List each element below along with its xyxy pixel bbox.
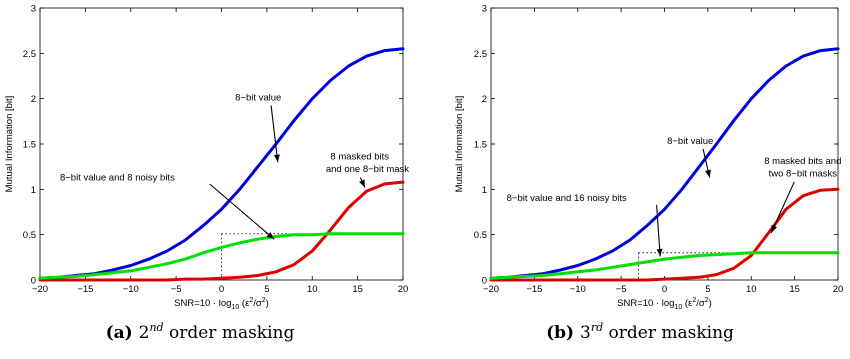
subfigure-caption: (b) 3rd order masking: [546, 321, 734, 343]
y-tick-label: 2.5: [23, 49, 36, 60]
annotation-arrow: [656, 205, 661, 257]
x-tick-label: 20: [833, 284, 844, 295]
x-tick-label: −15: [77, 284, 93, 295]
annotation-arrow: [770, 181, 795, 234]
x-tick-label: 15: [789, 284, 800, 295]
x-tick-label: 20: [398, 284, 409, 295]
annotation-arrowhead: [266, 232, 275, 240]
annotation-arrowhead: [359, 179, 365, 188]
chart-panel-a: −20 −15 −10 −5 0 5 10 15 20 0 0.5 1 1.5 2 2.5 3 8−bit va…: [4, 4, 409, 344]
x-tick-label: −10: [570, 284, 586, 295]
y-axis-label: Mutual Information [bit]: [454, 96, 465, 193]
x-tick-label: 15: [352, 284, 363, 295]
x-tick-label: 10: [307, 284, 318, 295]
annotation-arrowhead: [705, 169, 711, 178]
y-tick-label: 3: [482, 4, 487, 15]
y-tick-label: 0.5: [474, 230, 487, 241]
x-tick-label: 0: [662, 284, 667, 295]
x-axis-label: SNR=10 · log10 (ε2/σ2): [174, 297, 269, 311]
chart-panel-b: −20 −15 −10 −5 0 5 10 15 20 0 0.5 1 1.5 2 2.5 3 8−bit va…: [454, 4, 843, 344]
y-tick-label: 1.5: [23, 140, 36, 151]
y-tick-label: 0: [482, 276, 487, 287]
annotation-label: 8 masked bits and: [764, 156, 841, 167]
y-tick-label: 2: [31, 94, 36, 105]
y-tick-label: 1: [31, 185, 36, 196]
y-tick-label: 2: [482, 94, 487, 105]
x-tick-label: 0: [219, 284, 224, 295]
x-tick-label: −20: [32, 284, 48, 295]
annotation-label: 8−bit value: [235, 92, 281, 103]
annotation-arrow: [209, 183, 275, 240]
annotation-label: 8 masked bits: [330, 151, 389, 162]
plot-frame: [490, 7, 839, 281]
x-tick-label: −10: [123, 284, 139, 295]
x-tick-label: 5: [264, 284, 269, 295]
x-tick-label: −5: [171, 284, 182, 295]
annotation-label: two 8−bit masks: [769, 169, 838, 180]
x-tick-label: −5: [616, 284, 627, 295]
series-line-3: [489, 251, 840, 280]
y-tick-label: 3: [31, 4, 36, 15]
annotation-label: 8−bit value and 16 noisy bits: [507, 193, 627, 204]
series-line-1: [489, 47, 840, 280]
y-tick-label: 0.5: [23, 230, 36, 241]
annotation-label: 8−bit value: [667, 136, 713, 147]
annotation-arrowhead: [771, 224, 777, 233]
x-axis-label: SNR=10 · log10 (ε2/σ2): [617, 297, 712, 311]
x-tick-label: −20: [483, 284, 499, 295]
series-line-3: [38, 232, 405, 280]
annotation-arrowhead: [656, 248, 663, 257]
y-tick-label: 0: [31, 276, 36, 287]
annotation-label: and one 8−bit mask: [326, 164, 409, 175]
annotation-arrow: [270, 105, 279, 163]
series-line-2: [489, 187, 840, 282]
subfigure-caption: (a) 2nd order masking: [106, 321, 295, 343]
x-tick-label: 10: [746, 284, 757, 295]
y-axis-label: Mutual Information [bit]: [4, 96, 15, 193]
annotation-label: 8−bit value and 8 noisy bits: [60, 172, 175, 183]
x-tick-label: −15: [526, 284, 542, 295]
x-tick-label: 5: [705, 284, 710, 295]
annotation-arrowhead: [273, 154, 280, 163]
series-line-2: [38, 180, 405, 282]
y-tick-label: 1: [482, 185, 487, 196]
y-tick-label: 2.5: [474, 49, 487, 60]
y-tick-label: 1.5: [474, 140, 487, 151]
